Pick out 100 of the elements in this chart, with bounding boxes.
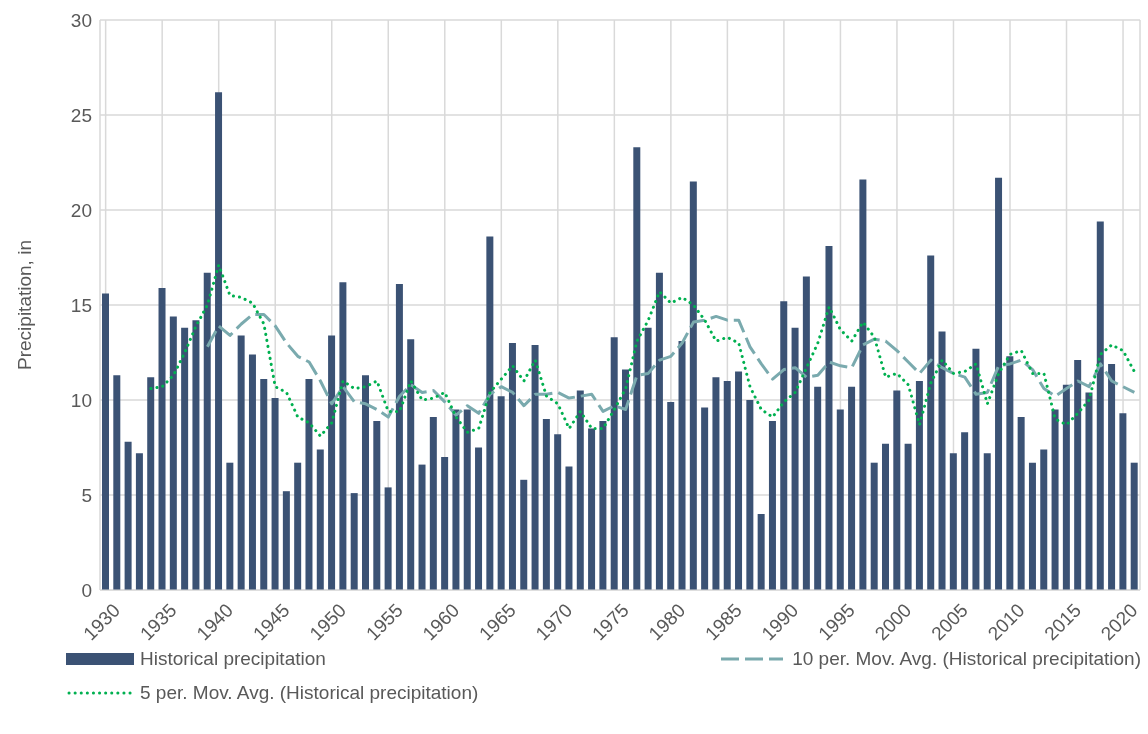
bar <box>1108 363 1116 590</box>
bar <box>1085 392 1093 590</box>
bar <box>712 377 720 590</box>
bar <box>622 369 629 590</box>
bar <box>576 390 584 590</box>
bar <box>554 434 562 590</box>
bar <box>599 420 607 590</box>
bar <box>938 331 946 590</box>
bar <box>1017 417 1025 590</box>
bar <box>1006 356 1014 590</box>
bar <box>701 407 709 590</box>
bar <box>429 417 437 590</box>
bar <box>486 236 494 590</box>
bar <box>757 514 765 590</box>
y-axis-title: Precipitation, in <box>13 240 35 370</box>
bar <box>181 327 189 590</box>
bar <box>746 400 754 590</box>
y-tick-label: 0 <box>81 579 92 601</box>
bar <box>305 379 313 590</box>
bar <box>350 493 358 590</box>
bar <box>825 246 833 590</box>
bar <box>384 487 392 590</box>
bar <box>882 443 889 590</box>
bar <box>113 375 121 590</box>
bar <box>972 348 980 590</box>
legend-label: Historical precipitation <box>140 648 326 670</box>
y-tick-label: 30 <box>70 9 92 31</box>
bar <box>339 282 347 590</box>
bar <box>124 441 132 590</box>
bar <box>927 255 935 590</box>
bar <box>463 409 471 590</box>
bar <box>689 181 697 590</box>
bar <box>859 179 867 590</box>
bar <box>802 276 810 590</box>
bar <box>1074 360 1082 590</box>
bar <box>780 301 788 590</box>
bar <box>723 381 731 590</box>
y-tick-label: 20 <box>70 199 92 221</box>
bar <box>995 177 1003 590</box>
bar <box>655 272 663 590</box>
bar <box>260 379 268 590</box>
bar <box>395 284 403 590</box>
bar <box>135 453 143 590</box>
bar <box>215 92 223 590</box>
bar <box>904 443 912 590</box>
bar <box>452 409 460 590</box>
bar <box>1040 449 1048 590</box>
bar <box>1051 409 1059 590</box>
bar <box>848 386 856 590</box>
bar <box>226 462 234 590</box>
bar <box>542 419 550 590</box>
bar <box>1028 462 1036 590</box>
bar <box>836 409 844 590</box>
line-series <box>205 313 1136 419</box>
bar <box>328 335 336 590</box>
bar <box>531 344 539 590</box>
y-tick-label: 10 <box>70 389 92 411</box>
bar <box>961 432 969 590</box>
bar <box>271 398 279 590</box>
y-tick-label: 25 <box>70 104 92 126</box>
bar <box>791 327 799 590</box>
bar <box>644 327 652 590</box>
bar <box>475 447 483 590</box>
bar <box>294 462 302 590</box>
bar <box>565 466 573 590</box>
bar <box>893 390 901 590</box>
line-series <box>149 263 1136 438</box>
y-tick-label: 15 <box>70 294 92 316</box>
bar <box>1062 384 1070 590</box>
bar <box>870 462 878 590</box>
bar <box>158 287 166 590</box>
bar <box>1119 413 1127 590</box>
bar <box>203 272 211 590</box>
legend-label: 10 per. Mov. Avg. (Historical precipitation) <box>792 648 1141 670</box>
bar <box>678 341 686 590</box>
bar <box>237 335 245 590</box>
bar <box>520 479 528 590</box>
bar <box>610 337 618 590</box>
bar <box>983 453 991 590</box>
bar <box>1096 221 1104 590</box>
bar <box>282 491 290 590</box>
bar <box>768 420 776 590</box>
bar <box>441 457 449 590</box>
bar <box>949 453 957 590</box>
bar <box>418 464 426 590</box>
bar <box>248 354 256 590</box>
bar <box>667 401 675 590</box>
bar <box>588 428 596 590</box>
bar <box>633 147 641 590</box>
bar <box>508 343 516 590</box>
bar <box>169 316 177 590</box>
bar <box>147 377 155 590</box>
legend-label: 5 per. Mov. Avg. (Historical precipitation) <box>140 682 479 704</box>
bar <box>316 449 324 590</box>
bar <box>373 420 381 590</box>
bar <box>497 396 505 590</box>
bar <box>1130 462 1138 590</box>
bar <box>735 371 743 590</box>
y-tick-label: 5 <box>81 484 92 506</box>
bar <box>192 320 200 590</box>
